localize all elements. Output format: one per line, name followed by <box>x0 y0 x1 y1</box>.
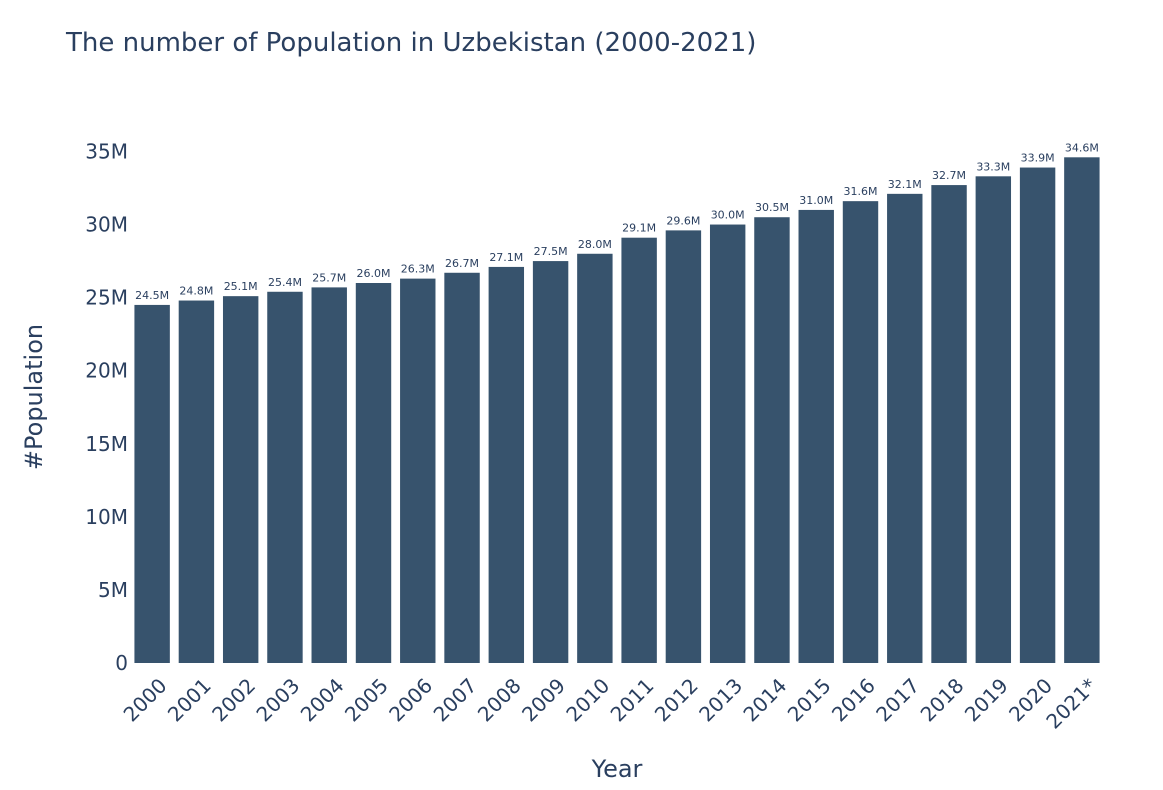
x-tick-label: 2005 <box>340 673 393 726</box>
x-tick-label: 2007 <box>429 673 482 726</box>
data-label: 29.1M <box>622 222 656 235</box>
y-tick-label: 30M <box>85 213 128 237</box>
x-tick-label: 2008 <box>473 673 526 726</box>
x-tick-label: 2017 <box>871 673 924 726</box>
data-label: 29.6M <box>666 214 700 227</box>
data-label: 26.7M <box>445 257 479 270</box>
data-label: 26.3M <box>401 263 435 276</box>
bar-2000[interactable] <box>134 304 170 663</box>
bar-2017[interactable] <box>887 193 923 663</box>
data-label: 31.0M <box>799 194 833 207</box>
bar-2016[interactable] <box>842 201 879 663</box>
bar-2011[interactable] <box>621 237 657 663</box>
bar-2013[interactable] <box>709 224 746 664</box>
data-labels: 24.5M 24.8M 25.1M 25.4M 25.7M 26.0M 26.3M 26.7M… <box>135 141 1099 302</box>
data-label: 31.6M <box>844 185 878 198</box>
data-label: 28.0M <box>578 238 612 251</box>
bar-2001[interactable] <box>178 300 215 663</box>
bar-2003[interactable] <box>267 291 303 663</box>
bar-2007[interactable] <box>444 272 480 663</box>
data-label: 34.6M <box>1065 141 1099 154</box>
data-label: 30.5M <box>755 201 789 214</box>
x-axis-ticks: 2000200120022003200420052006200720082009… <box>119 673 1102 733</box>
bar-2018[interactable] <box>931 185 967 664</box>
y-tick-label: 10M <box>85 505 128 529</box>
x-tick-label: 2016 <box>827 673 880 726</box>
x-axis-title: Year <box>591 755 643 783</box>
data-label: 33.3M <box>976 160 1010 173</box>
bar-2015[interactable] <box>798 209 834 663</box>
y-tick-label: 20M <box>85 359 128 383</box>
x-tick-label: 2000 <box>119 673 172 726</box>
bar-2021[interactable] <box>1064 157 1100 664</box>
bar-2005[interactable] <box>355 283 392 663</box>
bar-2002[interactable] <box>222 296 259 663</box>
data-label: 27.5M <box>534 245 568 258</box>
x-tick-label: 2011 <box>606 673 659 726</box>
y-tick-label: 0 <box>115 651 128 675</box>
data-label: 32.1M <box>888 178 922 191</box>
bar-2012[interactable] <box>665 230 702 663</box>
y-axis-title: #Population <box>20 324 48 470</box>
bar-2006[interactable] <box>400 278 436 663</box>
data-label: 30.0M <box>711 209 745 222</box>
data-label: 25.1M <box>224 280 258 293</box>
bar-2004[interactable] <box>311 287 347 663</box>
x-tick-label: 2001 <box>163 673 216 726</box>
data-label: 24.5M <box>135 289 169 302</box>
data-label: 25.7M <box>312 271 346 284</box>
x-tick-label: 2013 <box>694 673 747 726</box>
y-tick-label: 35M <box>85 139 128 163</box>
bar-2009[interactable] <box>532 261 569 663</box>
data-label: 25.4M <box>268 276 302 289</box>
x-tick-label: 2009 <box>517 673 570 726</box>
bar-2008[interactable] <box>488 266 525 663</box>
x-tick-label: 2010 <box>561 673 614 726</box>
y-axis-ticks: 0 5M 10M 15M 20M 25M 30M 35M <box>85 139 128 675</box>
bar-2020[interactable] <box>1019 167 1056 664</box>
data-label: 27.1M <box>489 251 523 264</box>
data-label: 24.8M <box>179 285 213 298</box>
x-tick-label: 2004 <box>296 673 349 726</box>
x-tick-label: 2003 <box>251 673 304 726</box>
y-tick-label: 15M <box>85 432 128 456</box>
data-label: 26.0M <box>357 267 391 280</box>
x-tick-label: 2012 <box>650 673 703 726</box>
x-tick-label: 2021* <box>1041 673 1101 733</box>
y-tick-label: 25M <box>85 286 128 310</box>
bar-2010[interactable] <box>577 253 613 663</box>
x-tick-label: 2014 <box>738 673 791 726</box>
x-tick-label: 2019 <box>960 673 1013 726</box>
x-tick-label: 2018 <box>916 673 969 726</box>
bar-2014[interactable] <box>754 217 790 663</box>
bars <box>134 157 1100 664</box>
x-tick-label: 2015 <box>783 673 836 726</box>
y-tick-label: 5M <box>98 578 128 602</box>
data-label: 33.9M <box>1021 152 1055 165</box>
chart-title: The number of Population in Uzbekistan (… <box>66 28 757 58</box>
bar-2019[interactable] <box>975 176 1012 664</box>
x-tick-label: 2006 <box>384 673 437 726</box>
x-tick-label: 2002 <box>207 673 260 726</box>
data-label: 32.7M <box>932 169 966 182</box>
